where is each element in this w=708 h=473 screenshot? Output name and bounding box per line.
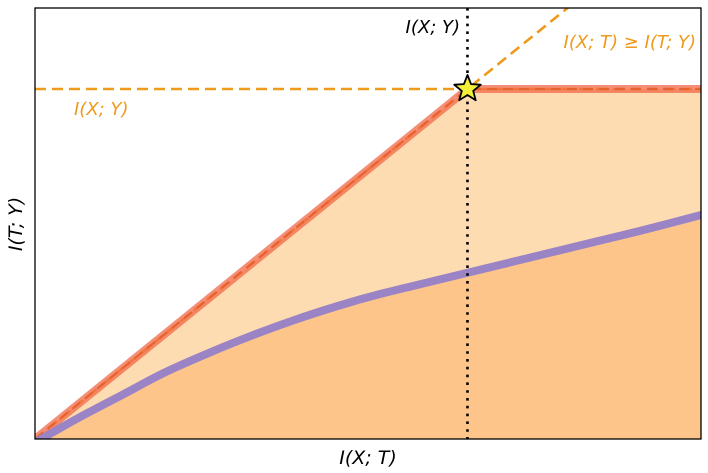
x-axis-label: I(X; T) — [339, 447, 397, 469]
achievable-curve-line — [35, 211, 701, 439]
upper-bound-dash — [35, 87, 701, 439]
horizontal-line-label: I(X; Y) — [74, 99, 128, 120]
optimum-star-marker — [453, 74, 482, 102]
y-axis-label: I(T; Y) — [5, 197, 27, 251]
vertical-line-label: I(X; Y) — [406, 17, 460, 38]
diagonal-line-label: I(X; T) ≥ I(T; Y) — [564, 32, 696, 53]
region-below-curve — [35, 215, 701, 439]
plot-frame — [34, 7, 702, 440]
